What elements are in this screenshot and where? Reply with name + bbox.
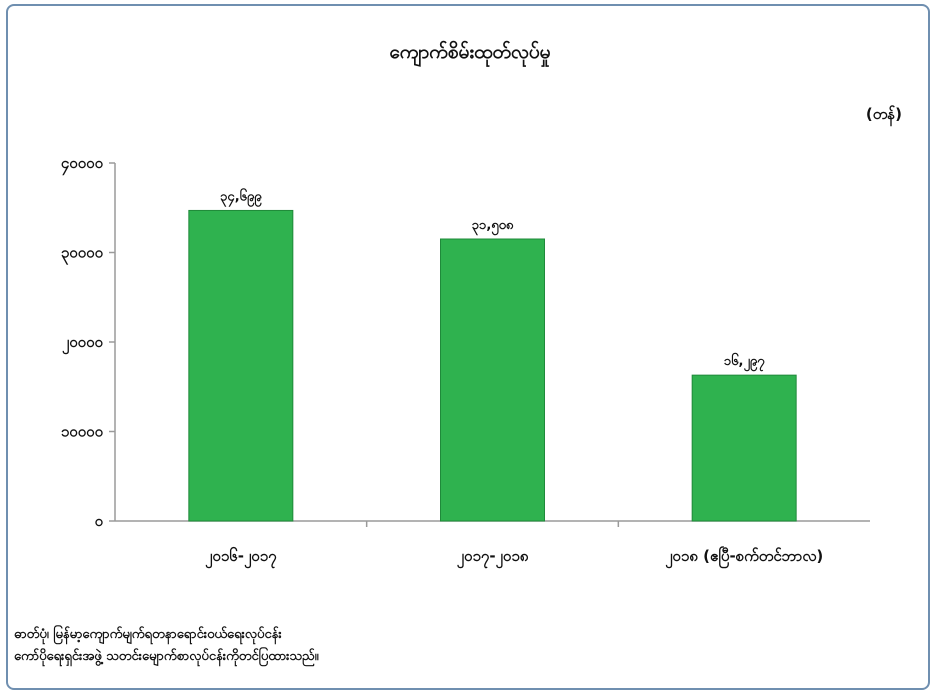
y-tick-label: ၄၀၀၀၀ (61, 154, 104, 176)
source-line-2: ကော်ပိုရေးရှင်းအဖွဲ့ သတင်းမျောက်စာလုပ်ငန… (14, 649, 319, 664)
data-label-2: ၃၁,၅၀၈ (472, 218, 514, 236)
y-tick-label: ၁၀၀၀၀ (61, 423, 104, 441)
y-tick-label: ၀ (95, 512, 104, 530)
chart-title: ကျောက်စိမ်းထုတ်လုပ်မှု (389, 41, 551, 63)
bar-2 (440, 238, 545, 522)
bars (188, 209, 797, 522)
y-tick-label: ၃၀၀၀၀ (61, 244, 104, 266)
bar-1 (188, 209, 294, 522)
y-tick-label: ၂၀၀၀၀ (62, 333, 104, 355)
data-label-3: ၁၆,၂၉၇ (724, 352, 765, 372)
x-category-label-2: ၂၀၁၇-၂၀၁၈ (457, 547, 529, 569)
x-category-label-1: ၂၀၁၆-၂၀၁၇ (205, 546, 277, 569)
x-category-label-3: ၂၀၁၈ (ဧပြီ-စက်တင်ဘာလ) (665, 546, 823, 569)
data-label-1: ၃၄,၆၉၉ (220, 187, 262, 207)
source-note: ဓာတ်ပုံ၊ မြန်မာ့ကျောက်မျက်ရတနာရောင်းဝယ်ရ… (14, 624, 319, 668)
bar-3 (691, 374, 797, 522)
unit-label: (တန်) (865, 105, 902, 123)
source-line-1: ဓာတ်ပုံ၊ မြန်မာ့ကျောက်မျက်ရတနာရောင်းဝယ်ရ… (14, 627, 282, 642)
